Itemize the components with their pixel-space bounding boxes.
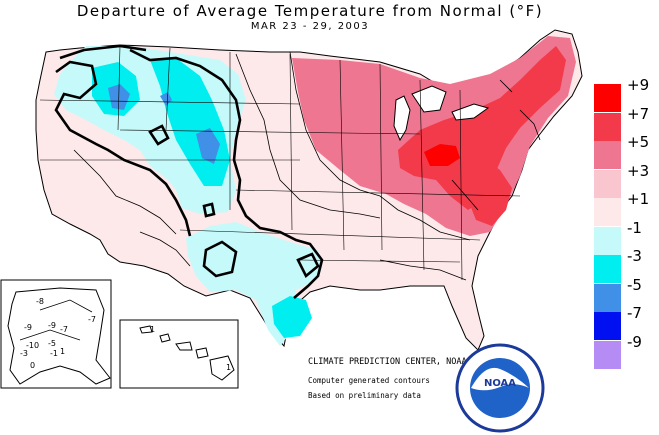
legend-swatch [594, 141, 621, 169]
alaska-contour-label: -1 [50, 349, 58, 358]
noaa-logo-text: NOAA [484, 378, 516, 389]
legend-item: +3 [594, 162, 654, 199]
legend-swatch [594, 169, 621, 198]
legend-label: -5 [627, 275, 642, 294]
legend-label: +1 [627, 190, 650, 208]
legend-swatch [594, 226, 621, 255]
alaska-contour-label: 0 [30, 361, 35, 370]
noaa-logo: NOAA [455, 343, 545, 433]
legend-swatch [594, 283, 621, 312]
credit-line-3: Based on preliminary data [308, 391, 421, 400]
legend-label: +5 [627, 133, 650, 151]
map-subtitle: MAR 23 - 29, 2003 [250, 21, 370, 32]
legend-label: +7 [627, 104, 650, 123]
alaska-contour-label: 1 [60, 347, 65, 356]
very-cold-colorado [196, 128, 220, 164]
credit-line-2: Computer generated contours [308, 376, 430, 385]
hawaii-contour-label: 1 [226, 363, 231, 372]
legend-item: +5 [594, 133, 654, 170]
cold-texas [272, 296, 312, 338]
legend-label: +3 [627, 161, 650, 180]
legend-item: -7 [594, 304, 654, 341]
hawaii-inset [119, 319, 239, 389]
legend-label: -9 [627, 332, 642, 351]
legend-item: -9 [594, 333, 654, 370]
legend-item: -5 [594, 276, 654, 313]
hawaii-labels: 11 [150, 325, 231, 372]
alaska-contour-label: -8 [36, 297, 44, 306]
alaska-contour-label: -5 [48, 339, 56, 348]
alaska-contour-label: -3 [20, 349, 28, 358]
great-lakes [393, 85, 490, 142]
legend-swatch [594, 84, 621, 112]
legend-swatch [594, 312, 621, 340]
credit-line-1: CLIMATE PREDICTION CENTER, NOAA [308, 357, 467, 367]
legend-item: +9 [594, 76, 654, 113]
legend-label: -7 [627, 304, 642, 322]
alaska-contour-label: -9 [24, 323, 32, 332]
alaska-inset [0, 279, 112, 389]
alaska-contour-label: -7 [60, 325, 68, 334]
warm-core-ohio-red [424, 144, 460, 166]
legend-label: -1 [627, 218, 642, 237]
legend-item: +1 [594, 190, 654, 227]
map-title: Departure of Average Temperature from No… [76, 2, 544, 20]
legend: +9 +7 +5 +3 +1 -1 -3 -5 -7 -9 [594, 76, 654, 370]
legend-swatch [594, 112, 621, 141]
warm-ohio-core [398, 46, 566, 210]
legend-item: +7 [594, 105, 654, 142]
very-cold-montana [160, 92, 172, 106]
warm-northeast-core [468, 160, 512, 226]
alaska-labels: -9 -9 -7-7-8-10 -5-3 -101 [20, 297, 96, 370]
hawaii-contour-label: 1 [150, 325, 155, 334]
alaska-contour-label: -10 [26, 341, 39, 350]
thin-contours [73, 51, 541, 281]
alaska-contour-label: -9 [48, 321, 56, 330]
legend-swatch [594, 198, 621, 226]
alaska-contour-label: -7 [88, 315, 96, 324]
legend-label: -3 [627, 247, 642, 265]
legend-item: -3 [594, 247, 654, 284]
legend-item: -1 [594, 219, 654, 256]
legend-swatch [594, 255, 621, 283]
legend-label: +9 [627, 76, 650, 94]
legend-swatch [594, 340, 621, 369]
state-boundaries [39, 45, 521, 281]
